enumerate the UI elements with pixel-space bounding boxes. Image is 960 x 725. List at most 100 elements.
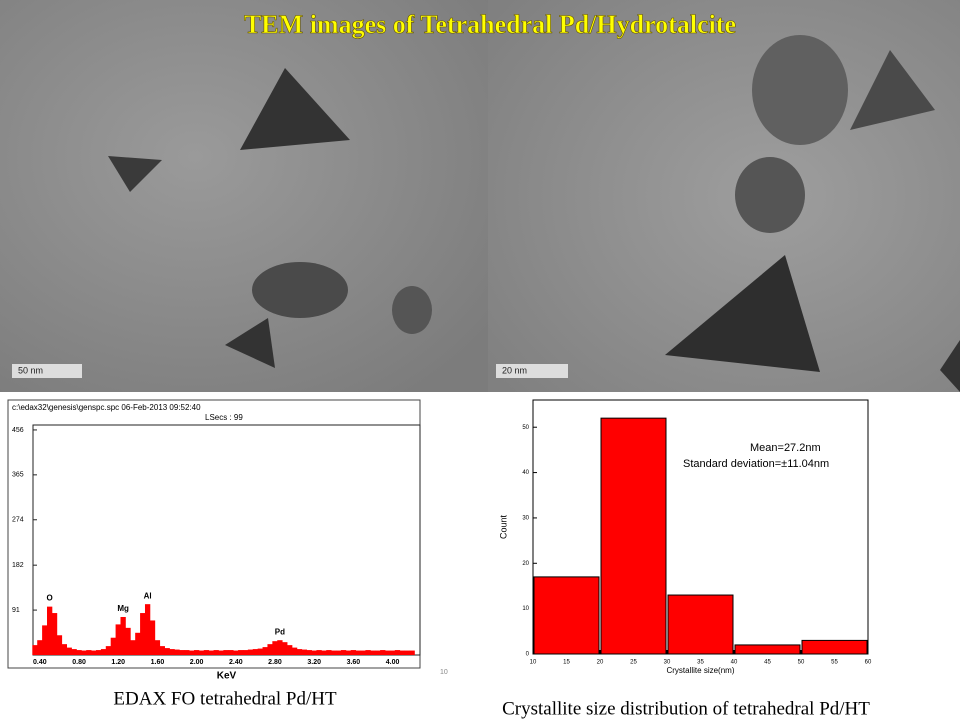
peak-label: Mg [117,604,129,613]
spectrum-bar [218,650,224,655]
spectrum-bar [189,650,195,655]
x-tick-label: 15 [563,660,570,666]
spectrum-bar [306,650,312,655]
spectrum-bar [331,650,337,655]
spectrum-bar [287,645,293,655]
page-number: 10 [440,669,448,676]
edax-panel [7,399,421,669]
y-tick-label: 50 [522,425,529,431]
spectrum-bar [272,641,278,655]
spectrum-bar [252,649,259,655]
peak-label: Al [144,591,152,600]
x-tick-label: 60 [865,660,872,666]
x-tick-label: 1.60 [151,659,165,666]
spectrum-bar [174,649,180,655]
spectrum-bar [159,646,165,655]
spectrum-bar [311,650,317,655]
spectrum-bar [86,650,92,655]
y-tick-label: 365 [12,472,24,479]
spectrum-bar [32,645,38,655]
spectrum-bar [66,647,72,655]
spectrum-bar [340,650,347,655]
spectrum-bar [282,642,288,655]
x-tick-label: 2.00 [190,659,204,666]
tem-image-right [488,0,960,392]
spectrum-bar [247,649,254,655]
spectrum-bar [223,650,229,655]
y-tick-label: 30 [522,516,529,522]
histogram-bar [533,576,600,655]
spectrum-bar [394,650,401,655]
spectrum-bar [262,647,268,655]
spectrum-bar [321,650,327,655]
spectrum-bar [301,649,308,655]
x-tick-label: 2.80 [268,659,282,666]
spectrum-bar [149,620,156,655]
spectrum-bar [125,627,131,655]
spectrum-bar [71,649,77,655]
spectrum-bar [208,650,214,655]
x-tick-label: 1.20 [111,659,125,666]
x-axis-label: KeV [217,671,237,682]
scale-label: 20 nm [502,365,527,375]
spectrum-bar [389,650,396,655]
spectrum-bar [184,650,190,655]
spectrum-bar [164,648,170,655]
y-tick-label: 456 [12,427,24,434]
spectrum-bar [345,650,352,655]
chart-header: c:\edax32\genesis\genspc.spc 06-Feb-2013… [12,403,201,412]
x-tick-label: 2.40 [229,659,243,666]
spectrum-bar [169,649,175,655]
spectrum-bar [404,650,410,655]
spectrum-bar [267,644,273,655]
x-tick-label: 40 [731,660,738,666]
x-tick-label: 0.40 [33,659,47,666]
x-tick-label: 35 [697,660,704,666]
spectrum-bar [203,650,210,655]
x-tick-label: 45 [764,660,771,666]
spectrum-bar [385,650,391,655]
y-tick-label: 10 [522,606,529,612]
spectrum-bar [110,637,116,655]
chart-subheader: LSecs : 99 [205,413,243,422]
spectrum-bar [355,650,361,655]
histogram-bar [734,644,801,655]
x-tick-label: 3.20 [307,659,321,666]
y-tick-label: 0 [526,652,530,658]
spectrum-bar [81,650,87,655]
spectrum-bar [144,604,151,655]
spectrum-bar [56,635,63,655]
spectrum-bar [76,650,82,655]
x-tick-label: 20 [597,660,604,666]
spectrum-bar [233,650,239,655]
spectrum-bar [336,650,342,655]
spectrum-bar [316,650,322,655]
spectrum-bar [95,650,102,655]
spectrum-bar [61,644,68,655]
x-tick-label: 25 [630,660,637,666]
spectrum-bar [399,650,406,655]
slide-title: TEM images of Tetrahedral Pd/Hydrotalcit… [244,10,736,39]
spectrum-bar [115,624,121,655]
histogram-bar [801,639,868,655]
spectrum-bar [326,650,332,655]
y-tick-label: 274 [12,517,24,524]
spectrum-bar [47,606,53,655]
spectrum-bar [409,650,415,655]
spectrum-bar [365,650,371,655]
y-tick-label: 91 [12,607,20,614]
spectrum-bar [291,647,298,655]
scale-label: 50 nm [18,365,43,375]
x-tick-label: 30 [664,660,671,666]
peak-label: O [47,594,53,603]
spectrum-bar [135,632,141,655]
spectrum-bar [179,650,185,655]
spectrum-bar [198,650,205,655]
x-axis-label: Crystallite size(nm) [666,666,734,675]
spectrum-bar [91,650,97,655]
x-tick-label: 10 [530,660,537,666]
spectrum-bar [296,649,303,655]
spectrum-bar [51,613,58,655]
spectrum-bar [130,640,136,655]
